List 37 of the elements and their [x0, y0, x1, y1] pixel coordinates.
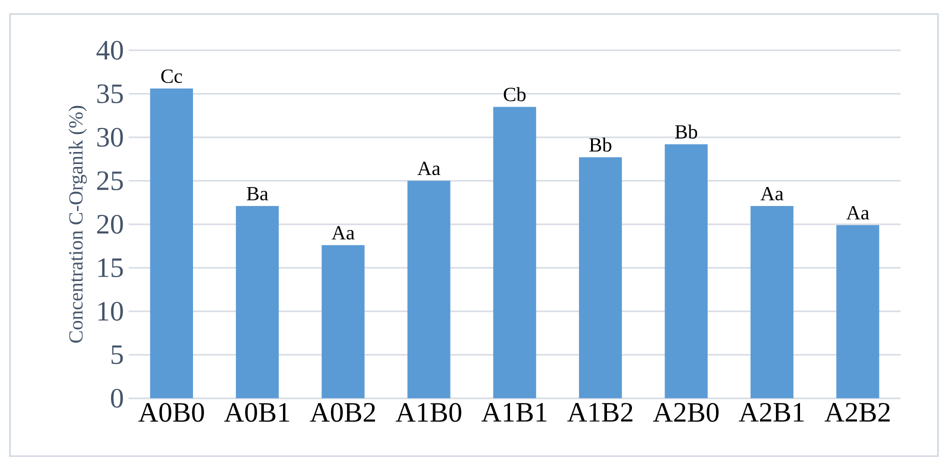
data-label: Aa	[846, 206, 870, 220]
y-tick-label: 15	[98, 258, 123, 278]
x-tick-label: A0B0	[138, 402, 204, 422]
data-label: Bb	[675, 124, 698, 139]
data-label: Ba	[246, 186, 268, 200]
bar	[836, 225, 880, 398]
y-axis-title: Concentration C-Organik (%)	[68, 106, 87, 343]
x-tick-label: A1B0	[396, 402, 462, 422]
bar	[664, 144, 708, 398]
bar	[407, 180, 450, 398]
bar	[150, 88, 193, 398]
y-tick-label: 10	[98, 302, 123, 321]
y-tick-label: 20	[97, 214, 123, 234]
x-tick-label: A0B2	[310, 402, 376, 422]
bar	[236, 206, 279, 398]
y-tick-label: 40	[96, 40, 123, 60]
data-label: Aa	[760, 186, 784, 200]
x-tick-label: A2B1	[738, 402, 804, 422]
x-tick-label: A0B1	[224, 402, 290, 422]
x-tick-label: A2B0	[653, 402, 719, 422]
y-tick-label: 35	[97, 84, 123, 104]
data-label: Aa	[332, 226, 354, 240]
y-tick-label: 30	[97, 128, 123, 147]
x-tick-label: A1B2	[567, 402, 632, 422]
bar	[493, 106, 536, 398]
data-label: Bb	[589, 138, 612, 152]
bar	[322, 245, 365, 398]
bar	[750, 206, 794, 398]
y-tick-label: 5	[112, 345, 123, 364]
data-label: Cb	[504, 87, 526, 102]
data-label: Aa	[417, 162, 440, 176]
bar	[579, 157, 622, 398]
data-label: Cc	[161, 69, 182, 83]
x-tick-label: A2B2	[824, 402, 890, 422]
y-tick-label: 25	[97, 171, 123, 190]
x-tick-label: A1B1	[481, 402, 546, 422]
y-tick-label: 0	[111, 388, 123, 408]
